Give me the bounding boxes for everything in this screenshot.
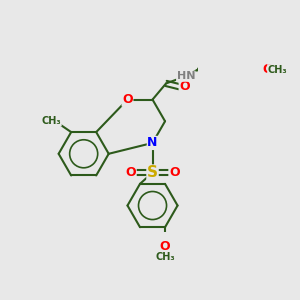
Text: N: N [147, 136, 158, 149]
Text: CH₃: CH₃ [155, 252, 175, 262]
Text: CH₃: CH₃ [268, 64, 287, 75]
Text: S: S [147, 165, 158, 180]
Text: CH₃: CH₃ [42, 116, 61, 126]
Text: O: O [125, 166, 136, 179]
Text: O: O [179, 80, 190, 93]
Text: HN: HN [177, 71, 195, 81]
Text: O: O [122, 93, 133, 106]
Text: O: O [262, 63, 273, 76]
Text: O: O [160, 241, 170, 254]
Text: O: O [169, 166, 180, 179]
